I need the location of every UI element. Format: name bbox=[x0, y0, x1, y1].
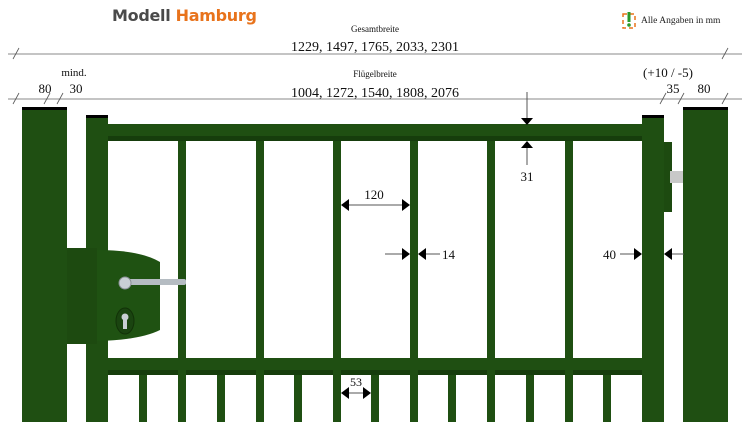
latch bbox=[664, 142, 683, 212]
top-rail-shade bbox=[108, 136, 642, 141]
left-post-dim: 80 bbox=[39, 81, 52, 96]
arrow-icon bbox=[418, 248, 426, 260]
lock-box bbox=[67, 248, 186, 344]
arrow-icon bbox=[402, 199, 410, 211]
lower-bar bbox=[603, 375, 611, 422]
stile-width-dim: 40 bbox=[603, 247, 616, 262]
top-rail-dim: 31 bbox=[521, 169, 534, 184]
arrow-icon bbox=[521, 141, 533, 148]
vertical-bar bbox=[487, 141, 495, 422]
units-note: Alle Angaben in mm bbox=[622, 12, 720, 30]
bar-width-dim: 14 bbox=[442, 247, 456, 262]
arrow-icon bbox=[664, 248, 672, 260]
total-width-values: 1229, 1497, 1765, 2033, 2301 bbox=[291, 40, 459, 55]
middle-rail-shade bbox=[108, 370, 642, 375]
right-stile bbox=[642, 116, 664, 422]
units-note-text: Alle Angaben in mm bbox=[641, 16, 721, 26]
arrow-icon bbox=[634, 248, 642, 260]
bar-spacing-dim: 120 bbox=[364, 187, 384, 202]
left-post bbox=[22, 108, 67, 422]
door-handle-icon bbox=[118, 276, 186, 290]
right-post-dim: 80 bbox=[698, 81, 711, 96]
right-post-cap bbox=[683, 107, 728, 110]
right-post bbox=[683, 108, 728, 422]
left-gap-dim: 30 bbox=[70, 81, 83, 96]
lower-bar bbox=[371, 375, 379, 422]
arrow-icon bbox=[521, 118, 533, 125]
lock-body bbox=[97, 250, 160, 341]
arrow-icon bbox=[341, 387, 349, 399]
arrow-icon bbox=[363, 387, 371, 399]
arrow-icon bbox=[402, 248, 410, 260]
right-gap-dim: 35 bbox=[667, 81, 680, 96]
dimension-lines bbox=[8, 53, 742, 118]
lower-bar-spacing-dim: 53 bbox=[350, 375, 362, 389]
inner-dimensions: 31 120 14 40 53 bbox=[341, 118, 684, 399]
leaf-width-label: Flügelbreite bbox=[353, 69, 397, 79]
vertical-bar bbox=[565, 141, 573, 422]
vertical-bar bbox=[410, 141, 418, 422]
lower-bar bbox=[526, 375, 534, 422]
leaf-width-values: 1004, 1272, 1540, 1808, 2076 bbox=[291, 86, 459, 101]
right-tolerance: (+10 / -5) bbox=[643, 65, 693, 80]
lock-mount-plate bbox=[67, 248, 97, 344]
latch-plate bbox=[664, 142, 672, 212]
right-stile-cap bbox=[642, 115, 664, 118]
keyhole-icon bbox=[115, 307, 135, 335]
lower-bar bbox=[294, 375, 302, 422]
bars bbox=[139, 141, 611, 422]
info-exclamation-icon bbox=[622, 12, 636, 29]
arrow-icon bbox=[341, 199, 349, 211]
lower-bar bbox=[448, 375, 456, 422]
left-stile-cap bbox=[86, 115, 108, 118]
vertical-bar bbox=[256, 141, 264, 422]
left-post-cap bbox=[22, 107, 67, 110]
left-gap-label: mind. bbox=[61, 67, 87, 79]
brand-logo: Modell Hamburg bbox=[112, 6, 257, 25]
lower-bar bbox=[139, 375, 147, 422]
vertical-bar bbox=[333, 141, 341, 422]
gate bbox=[22, 107, 728, 422]
latch-bolt bbox=[670, 171, 683, 183]
total-width-label: Gesamtbreite bbox=[351, 24, 399, 34]
lower-bar bbox=[217, 375, 225, 422]
dimension-ticks bbox=[12, 47, 729, 105]
